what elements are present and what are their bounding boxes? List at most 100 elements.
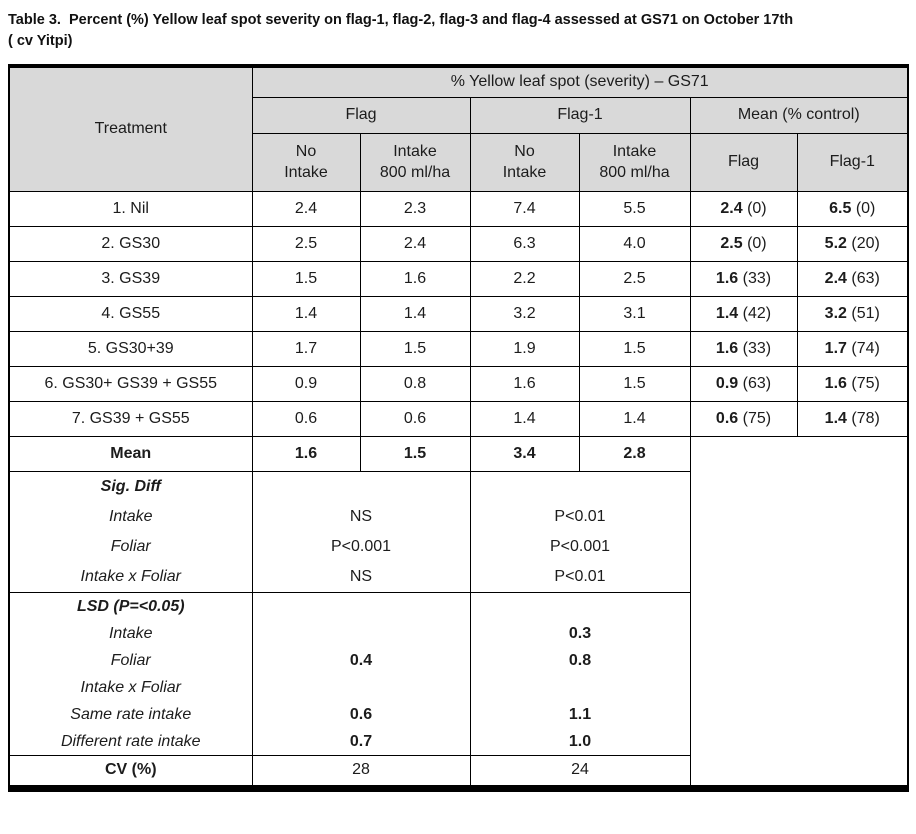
- cv-flag-value: 28: [251, 754, 471, 789]
- mean-flag1-cell: 2.4 (63): [796, 260, 909, 297]
- value-cell: 2.2: [469, 260, 580, 297]
- sig-value: P<0.01: [554, 507, 606, 525]
- value-cell: 0.6: [359, 400, 471, 437]
- sig-diff-flag-values: NS P<0.001 NS: [251, 470, 471, 593]
- header-treatment: Treatment: [8, 65, 253, 192]
- value-cell: 1.7: [251, 330, 361, 367]
- sig-diff-section: Sig. Diff Intake Foliar Intake x Foliar …: [8, 470, 908, 593]
- lsd-value: [253, 620, 469, 647]
- mean-pct: (42): [742, 304, 772, 322]
- mean-value: 3.2: [824, 304, 847, 322]
- mean-flag-cell: 0.9 (63): [689, 365, 798, 402]
- value-cell: 1.5: [578, 330, 691, 367]
- treatment-label: 1. Nil: [8, 190, 253, 227]
- value-cell: 2.3: [359, 190, 471, 227]
- mean-value: 2.5: [720, 234, 743, 252]
- header-group-flag1: Flag-1: [469, 96, 691, 134]
- value-cell: 2.4: [359, 225, 471, 262]
- treatment-label: 6. GS30+ GS39 + GS55: [8, 365, 253, 402]
- mean-pct: (74): [851, 339, 880, 357]
- sig-value: P<0.01: [554, 567, 606, 585]
- header-intake800-flag: Intake 800 ml/ha: [359, 132, 471, 192]
- treatment-label: 5. GS30+39: [8, 330, 253, 367]
- mean-flag1-cell: 6.5 (0): [796, 190, 909, 227]
- mean-value: 1.4: [715, 304, 739, 322]
- header-no-intake-flag1: No Intake: [469, 132, 580, 192]
- value-cell: 3.1: [578, 295, 691, 332]
- sig-diff-label: Foliar: [110, 537, 151, 555]
- value-cell: 4.0: [578, 225, 691, 262]
- sig-diff-label: Intake: [108, 507, 153, 525]
- header-group-flag: Flag: [251, 96, 471, 134]
- mean-pct: (63): [742, 374, 772, 392]
- treatment-label: 2. GS30: [8, 225, 253, 262]
- mean-pct: (33): [742, 269, 772, 287]
- header-row-sub: No Intake Intake 800 ml/ha No Intake Int…: [9, 132, 909, 192]
- header-mean-flag1: Flag-1: [796, 132, 909, 192]
- lsd-label: Same rate intake: [70, 705, 192, 723]
- value-cell: 1.4: [578, 400, 691, 437]
- lsd-value: 1.0: [568, 732, 592, 750]
- value-cell: 2.5: [251, 225, 361, 262]
- table-row: 6. GS30+ GS39 + GS55 0.9 0.8 1.6 1.5 0.9…: [8, 365, 909, 402]
- lsd-value: 0.3: [568, 624, 592, 642]
- mean-flag-cell: 1.6 (33): [689, 260, 798, 297]
- lsd-label: Different rate intake: [60, 732, 201, 750]
- lsd-value: 0.7: [349, 732, 373, 750]
- table-row: 5. GS30+39 1.7 1.5 1.9 1.5 1.6 (33) 1.7 …: [8, 330, 909, 367]
- header-no-intake-flag: No Intake: [251, 132, 361, 192]
- lsd-label: Intake x Foliar: [80, 678, 181, 696]
- lsd-heading: LSD (P=<0.05): [76, 597, 185, 615]
- value-cell: 1.4: [359, 295, 471, 332]
- lsd-value: [253, 674, 469, 701]
- mean-pct: (78): [851, 409, 880, 427]
- lsd-flag-values: 0.4 0.6 0.7: [251, 591, 471, 756]
- mean-value: 1.6: [715, 269, 739, 287]
- data-table: Treatment % Yellow leaf spot (severity) …: [8, 64, 909, 792]
- lsd-flag1-values: 0.3 0.8 1.1 1.0: [469, 591, 691, 756]
- mean-flag-cell: 1.4 (42): [689, 295, 798, 332]
- mean-flag1-cell: 1.4 (78): [796, 400, 909, 437]
- table-caption-line2: ( cv Yitpi): [8, 32, 73, 49]
- treatment-label: 3. GS39: [8, 260, 253, 297]
- mean-pct: (75): [742, 409, 772, 427]
- lsd-label: Foliar: [110, 651, 151, 669]
- mean-pct: (51): [851, 304, 880, 322]
- treatment-label: 4. GS55: [8, 295, 253, 332]
- mean-pct: (75): [851, 374, 880, 392]
- cv-row: CV (%) 28 24: [8, 754, 908, 789]
- mean-flag1-cell: 1.6 (75): [796, 365, 909, 402]
- mean-value: 6.5: [829, 199, 852, 217]
- sig-diff-labels: Sig. Diff Intake Foliar Intake x Foliar: [8, 470, 253, 593]
- header-group-mean: Mean (% control): [689, 96, 909, 134]
- mean-row-value: 2.8: [578, 435, 691, 472]
- value-cell: 3.2: [469, 295, 580, 332]
- lsd-value: 1.1: [568, 705, 592, 723]
- value-cell: 1.6: [469, 365, 580, 402]
- mean-pct: (63): [851, 269, 880, 287]
- lsd-label: Intake: [108, 624, 153, 642]
- mean-pct: (33): [742, 339, 772, 357]
- table-row: 2. GS30 2.5 2.4 6.3 4.0 2.5 (0) 5.2 (20): [8, 225, 909, 262]
- header-mean-flag: Flag: [689, 132, 798, 192]
- header-row-span: Treatment % Yellow leaf spot (severity) …: [8, 65, 909, 192]
- table-row: 4. GS55 1.4 1.4 3.2 3.1 1.4 (42) 3.2 (51…: [8, 295, 909, 332]
- mean-value: 2.4: [720, 199, 743, 217]
- mean-row-value: 1.6: [251, 435, 361, 472]
- value-cell: 0.9: [251, 365, 361, 402]
- value-cell: 2.5: [578, 260, 691, 297]
- mean-pct: (0): [747, 234, 767, 252]
- document-page: Table 3. Percent (%) Yellow leaf spot se…: [8, 10, 909, 792]
- lsd-labels: LSD (P=<0.05) Intake Foliar Intake x Fol…: [8, 591, 253, 756]
- mean-row-label: Mean: [8, 435, 253, 472]
- mean-flag-cell: 2.4 (0): [689, 190, 798, 227]
- mean-row: Mean 1.6 1.5 3.4 2.8: [8, 435, 909, 789]
- table-caption: Table 3. Percent (%) Yellow leaf spot se…: [8, 10, 908, 51]
- lsd-value: [471, 674, 689, 701]
- cv-label: CV (%): [104, 761, 157, 779]
- mean-row-value: 3.4: [469, 435, 580, 472]
- value-cell: 1.6: [359, 260, 471, 297]
- table-caption-line1: Table 3. Percent (%) Yellow leaf spot se…: [8, 12, 794, 28]
- mean-flag-cell: 1.6 (33): [689, 330, 798, 367]
- value-cell: 6.3: [469, 225, 580, 262]
